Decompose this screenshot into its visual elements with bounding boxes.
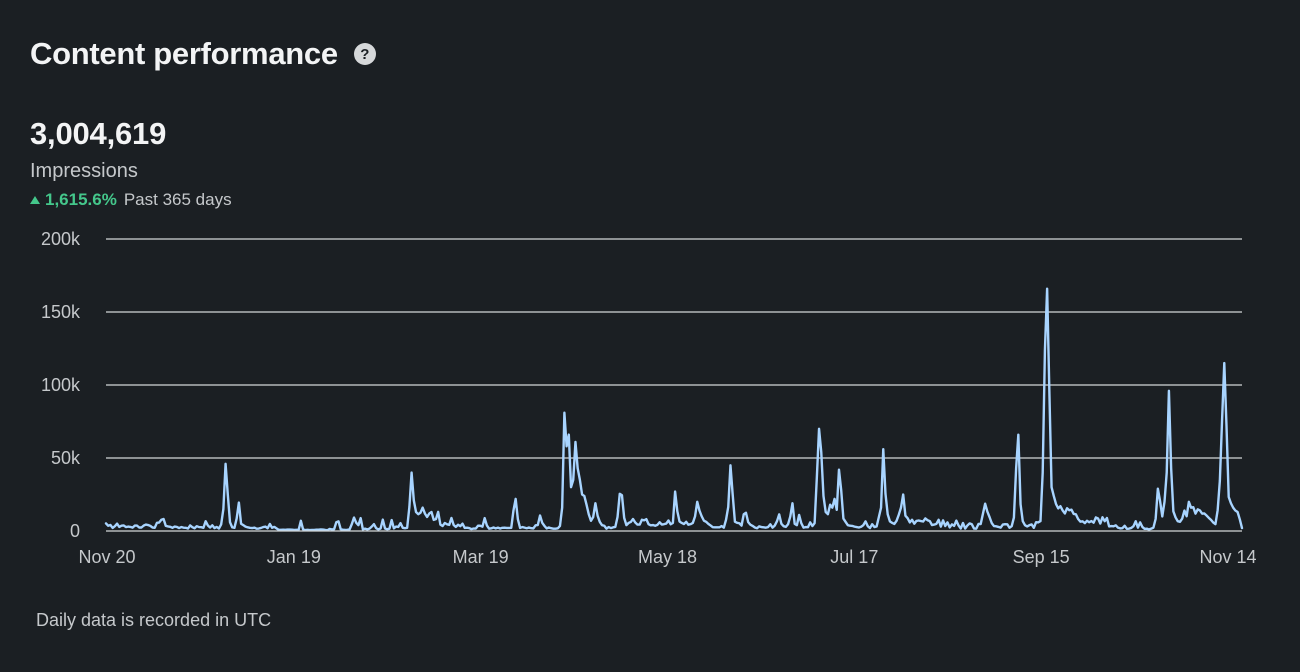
- impressions-line-chart: 0 50k 100k 150k 200k Nov 20 Jan 19 Mar 19 May 18…: [41, 229, 1257, 567]
- x-tick-label: Jan 19: [267, 547, 321, 567]
- x-tick-label: Mar 19: [453, 547, 509, 567]
- x-tick-label: May 18: [638, 547, 697, 567]
- triangle-up-icon: [30, 195, 40, 204]
- card-title: Content performance: [30, 36, 338, 71]
- x-tick-label: Nov 14: [1199, 547, 1256, 567]
- y-tick-label: 150k: [41, 302, 81, 322]
- footnote: Daily data is recorded in UTC: [36, 610, 272, 630]
- header: Content performance ?: [30, 34, 376, 74]
- x-tick-label: Jul 17: [830, 547, 878, 567]
- metric-label: Impressions: [30, 160, 138, 182]
- change-percentage: 1,615.6%: [45, 190, 117, 209]
- y-tick-label: 100k: [41, 375, 81, 395]
- y-tick-label: 200k: [41, 229, 81, 249]
- x-tick-label: Nov 20: [78, 547, 135, 567]
- impressions-series-line: [104, 287, 1244, 532]
- y-tick-label: 50k: [51, 448, 81, 468]
- impressions-total: 3,004,619: [30, 116, 167, 151]
- change-period: Past 365 days: [123, 190, 232, 209]
- question-circle-icon[interactable]: ?: [353, 43, 376, 65]
- x-tick-label: Sep 15: [1013, 547, 1070, 567]
- change-indicator: 1,615.6% Past 365 days: [30, 190, 232, 210]
- y-tick-label: 0: [70, 521, 80, 541]
